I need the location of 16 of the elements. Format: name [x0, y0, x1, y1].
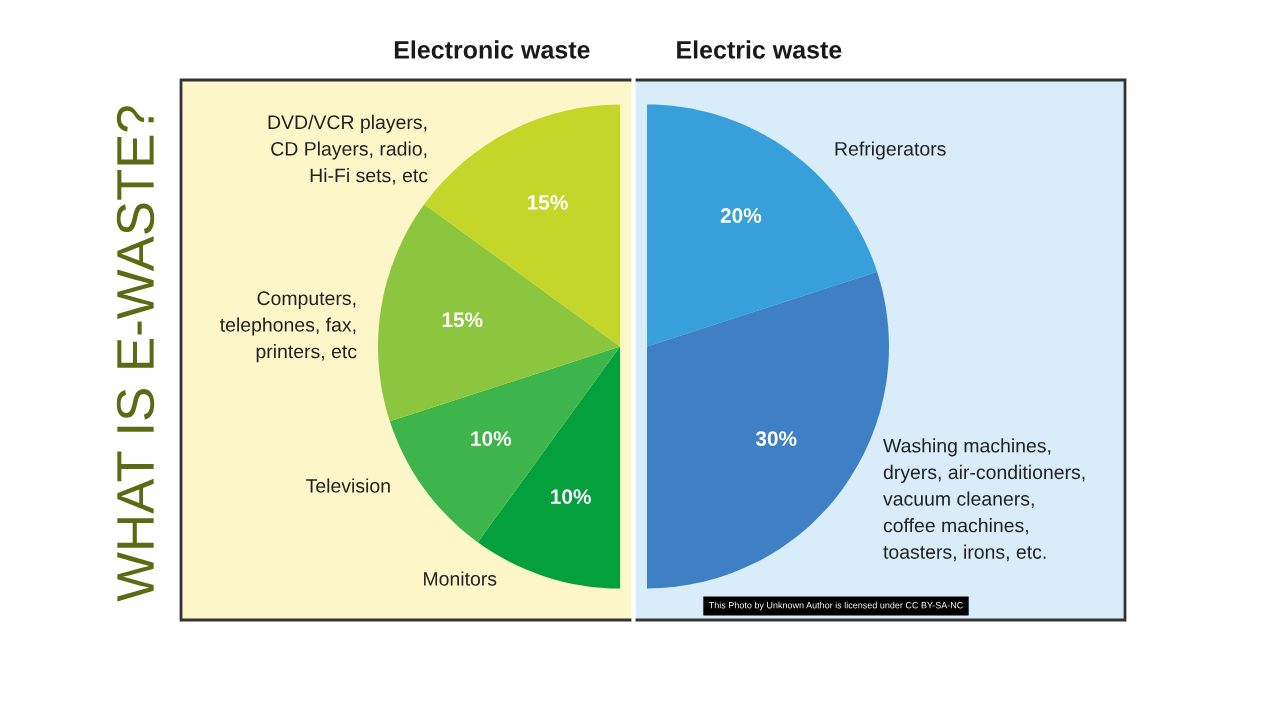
text: This Photo by Unknown Author is licensed under CC BY-SA-NC — [708, 601, 963, 611]
text: Electric waste — [677, 40, 842, 59]
slice-label: Television — [306, 478, 390, 493]
data-label: 15% — [527, 195, 568, 210]
slice-label: Computers, telephones, fax, printers, etc — [220, 291, 357, 363]
text: Electronic waste — [394, 40, 590, 59]
slice-label: DVD/VCR players, CD Players, radio, Hi-Fi sets, etc — [268, 114, 428, 185]
text: WHAT IS E-WASTE? — [116, 106, 155, 602]
slice-label: Washing machines, dryers, air-conditioners, vacuum cleaners, coffee machines, toasters, irons, etc. — [883, 438, 1085, 562]
slice-label: Refrigerators — [835, 141, 946, 160]
slice-label: Monitors — [424, 571, 497, 586]
data-label: 10% — [471, 431, 512, 446]
data-label: 15% — [442, 312, 483, 328]
data-label: 10% — [551, 489, 591, 504]
data-label: 20% — [720, 208, 762, 223]
data-label: 30% — [755, 431, 797, 446]
